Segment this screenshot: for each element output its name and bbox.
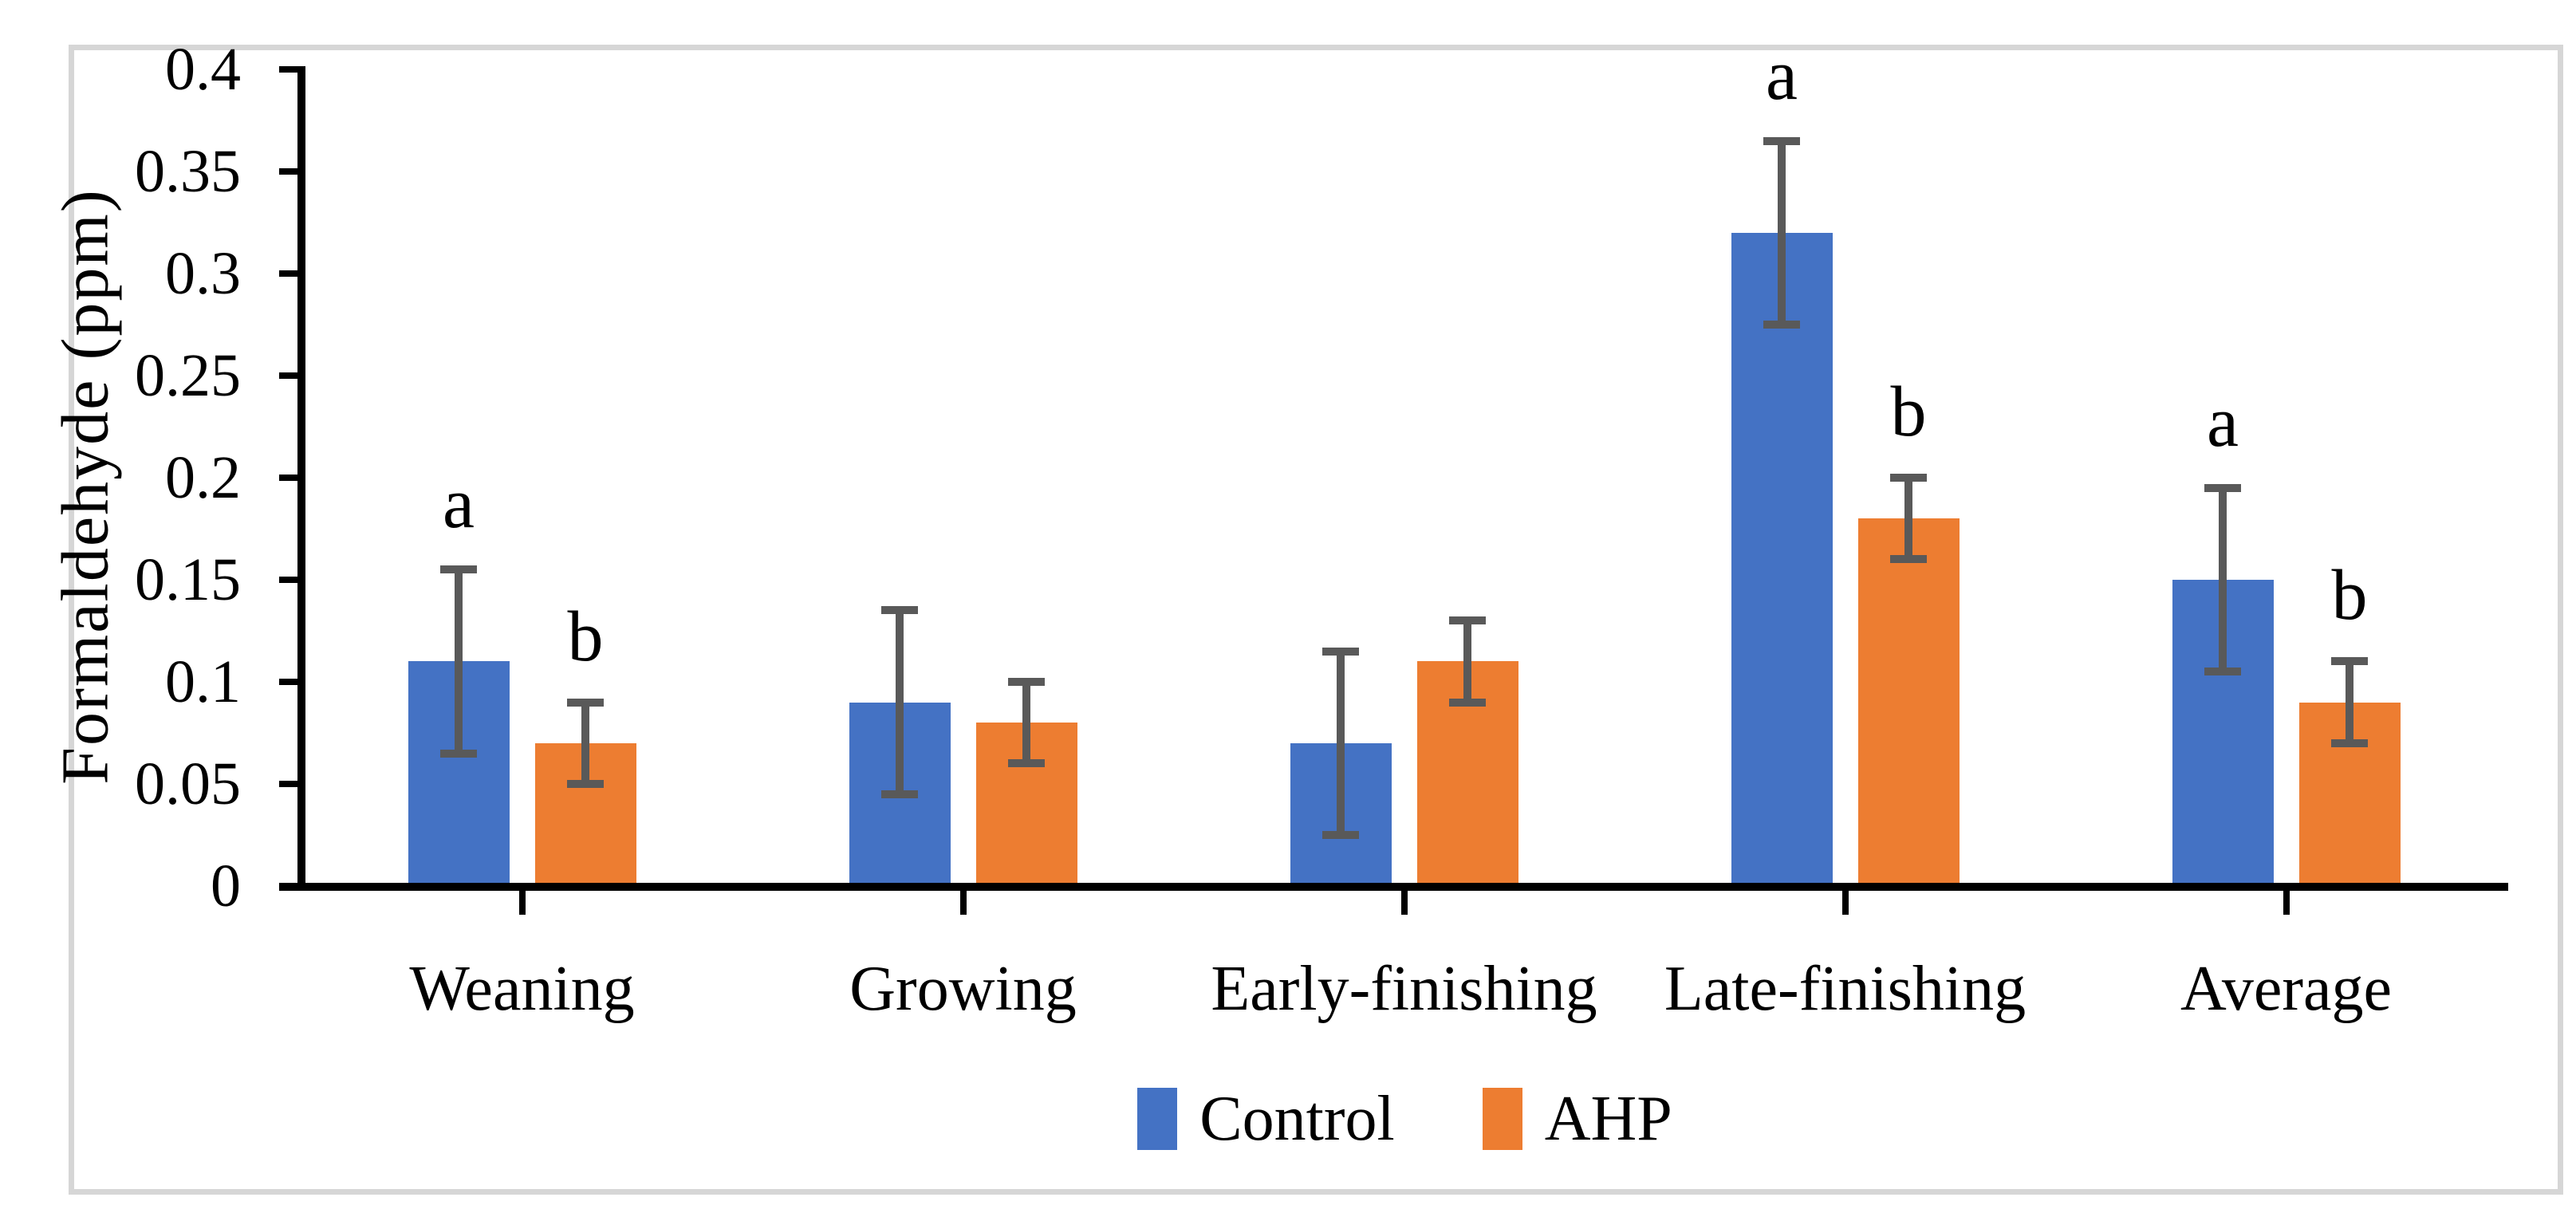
legend-item-ahp: AHP: [1482, 1079, 1672, 1159]
x-axis-tick: [1400, 891, 1408, 915]
x-axis-label: Growing: [849, 954, 1077, 1024]
x-axis-tick: [518, 891, 526, 915]
significance-letter: b: [1890, 372, 1927, 451]
error-bar-cap-top: [440, 565, 477, 574]
y-tick: [279, 475, 305, 481]
legend: Control AHP: [301, 1075, 2508, 1163]
error-bar-cap-bottom: [1322, 831, 1359, 839]
error-bar-line: [455, 569, 463, 754]
error-bar-cap-top: [1322, 647, 1359, 656]
x-axis-label: Early-finishing: [1211, 954, 1597, 1024]
y-axis-title: Formaldehyde (ppm): [48, 188, 123, 785]
significance-letter: b: [2331, 556, 2368, 636]
y-tick-label: 0.2: [165, 444, 241, 511]
legend-label: Control: [1199, 1084, 1395, 1154]
error-bar-cap-top: [1763, 136, 1800, 145]
x-axis-tick: [959, 891, 967, 915]
error-bar-cap-top: [1449, 616, 1486, 625]
y-tick-label: 0.3: [165, 240, 241, 307]
x-axis-label: Average: [2180, 954, 2392, 1024]
error-bar-line: [1778, 140, 1786, 325]
y-tick-label: 0.05: [135, 750, 241, 817]
error-bar-line: [1337, 651, 1345, 835]
y-tick: [279, 679, 305, 685]
error-bar-line: [581, 702, 589, 784]
y-tick: [279, 66, 305, 73]
y-tick: [279, 372, 305, 379]
significance-letter: a: [1766, 35, 1798, 115]
error-bar-cap-bottom: [1763, 321, 1800, 329]
x-axis-tick: [2283, 891, 2290, 915]
bar-control-late-finishing: [1731, 232, 1833, 883]
error-bar-cap-bottom: [2204, 668, 2241, 676]
significance-letter: a: [443, 464, 475, 544]
legend-label: AHP: [1544, 1084, 1672, 1154]
error-bar-cap-top: [881, 606, 918, 615]
error-bar-line: [2219, 487, 2227, 672]
error-bar-line: [1904, 478, 1912, 560]
error-bar-line: [1022, 682, 1030, 764]
y-tick-label: 0.15: [135, 546, 241, 613]
error-bar-line: [896, 610, 904, 794]
error-bar-line: [1463, 620, 1471, 703]
error-bar-cap-bottom: [1890, 555, 1927, 564]
y-tick-label: 0: [211, 853, 241, 920]
error-bar-line: [2346, 661, 2353, 743]
y-tick-label: 0.25: [135, 342, 241, 409]
legend-item-control: Control: [1137, 1079, 1395, 1159]
y-tick-label: 0.1: [165, 648, 241, 715]
significance-letter: a: [2207, 382, 2239, 462]
x-axis-label: Late-finishing: [1664, 954, 2027, 1024]
error-bar-cap-top: [1890, 474, 1927, 482]
error-bar-cap-top: [567, 698, 604, 707]
y-tick: [279, 270, 305, 277]
x-axis-label: Weaning: [409, 954, 635, 1024]
error-bar-cap-bottom: [1449, 698, 1486, 707]
legend-swatch-control: [1137, 1088, 1178, 1150]
error-bar-cap-bottom: [881, 790, 918, 798]
error-bar-cap-top: [2331, 657, 2368, 666]
y-tick-label: 0.4: [165, 36, 241, 103]
significance-letter: b: [567, 597, 604, 676]
y-tick: [279, 577, 305, 583]
error-bar-cap-top: [2204, 483, 2241, 492]
y-tick: [279, 168, 305, 175]
error-bar-cap-bottom: [2331, 738, 2368, 747]
error-bar-cap-bottom: [440, 749, 477, 758]
y-tick: [279, 883, 305, 889]
bar-ahp-late-finishing: [1857, 518, 1960, 883]
y-tick-label: 0.35: [135, 138, 241, 205]
y-tick: [279, 781, 305, 787]
error-bar-cap-bottom: [1008, 759, 1045, 768]
figure-border: [69, 45, 2563, 1195]
x-axis-line: [279, 883, 2508, 891]
legend-swatch-ahp: [1482, 1088, 1522, 1150]
error-bar-cap-top: [1008, 678, 1045, 686]
x-axis-tick: [1841, 891, 1849, 915]
error-bar-cap-bottom: [567, 780, 604, 788]
